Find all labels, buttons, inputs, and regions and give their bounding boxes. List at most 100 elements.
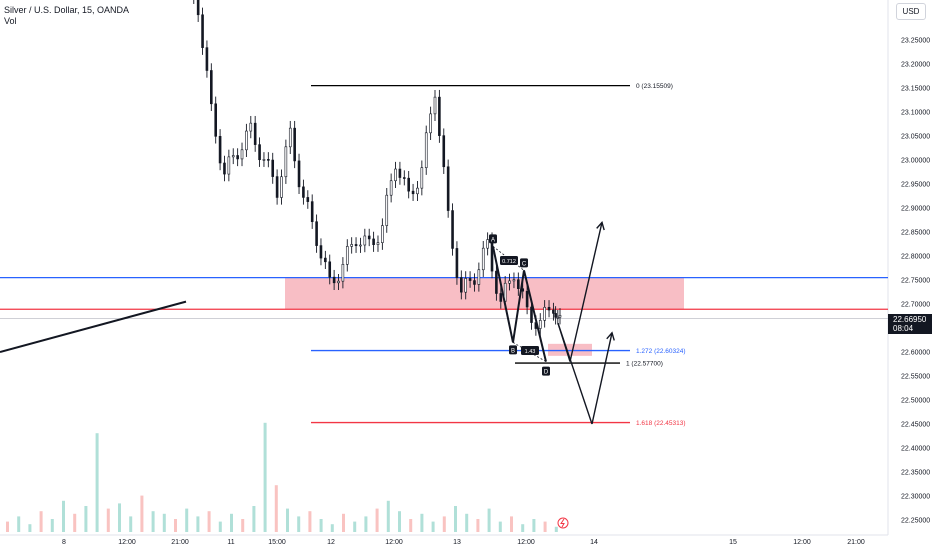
- volume-bar: [218, 521, 222, 532]
- candle-body: [253, 122, 257, 145]
- pattern-point-badge: [509, 345, 517, 355]
- candle-body: [554, 313, 557, 318]
- last-price-value: 22.66950: [893, 315, 927, 324]
- volume-bar: [230, 513, 233, 532]
- candle-body: [411, 190, 415, 195]
- y-tick-label: 22.75000: [901, 278, 930, 285]
- pattern-point-label: C: [522, 261, 527, 267]
- candle-body: [442, 135, 446, 168]
- volume-bar: [174, 519, 177, 532]
- candle-body: [315, 221, 318, 246]
- candle-body: [402, 177, 406, 179]
- volume-bar: [454, 506, 457, 532]
- candle-body: [530, 306, 533, 323]
- candle-body: [236, 155, 239, 160]
- candle-body: [227, 156, 231, 175]
- candle-body: [429, 113, 432, 134]
- candle-body: [552, 309, 555, 314]
- candle-body: [490, 239, 494, 272]
- candle-body: [538, 320, 542, 329]
- x-tick-label: 8: [62, 539, 66, 546]
- x-tick-label: 14: [590, 539, 598, 546]
- supply-demand-zone: [285, 277, 684, 310]
- candle-body: [223, 162, 226, 175]
- x-tick-label: 21:00: [847, 539, 865, 546]
- y-tick-label: 22.90000: [901, 206, 930, 213]
- x-tick-label: 11: [227, 539, 234, 546]
- candle-body: [398, 168, 402, 178]
- candle-body: [328, 261, 332, 278]
- volume-bar: [196, 516, 200, 532]
- candle-body: [512, 279, 516, 282]
- y-tick-label: 22.25000: [901, 518, 930, 525]
- bar-countdown: 08:04: [893, 324, 914, 333]
- candle-body: [416, 187, 419, 195]
- candle-body: [306, 197, 310, 202]
- candle-body: [302, 186, 305, 198]
- candle-body: [381, 225, 384, 243]
- y-tick-label: 22.40000: [901, 446, 930, 453]
- volume-bar: [73, 513, 77, 532]
- pattern-ratio-badge: [521, 346, 539, 355]
- volume-bar: [39, 511, 43, 532]
- volume-bar: [263, 422, 267, 532]
- pattern-point-badge: [520, 258, 528, 268]
- y-tick-label: 22.45000: [901, 422, 930, 429]
- volume-bar: [476, 519, 480, 532]
- volume-bar: [286, 508, 289, 532]
- fib-level-label: 1.272 (22.60324): [636, 348, 686, 355]
- pattern-retrace-ac: [492, 246, 525, 271]
- volume-bar: [308, 511, 312, 532]
- last-price-tag: 22.66950 08:04: [888, 314, 932, 334]
- small-zone: [548, 343, 592, 356]
- projection-arrowhead: [596, 220, 605, 231]
- volume-indicator-label: Vol: [4, 16, 17, 26]
- volume-bar: [409, 519, 413, 532]
- candle-body: [473, 280, 476, 285]
- volume-bar: [510, 516, 513, 532]
- candle-body: [363, 235, 367, 246]
- currency-button[interactable]: USD: [896, 3, 926, 20]
- pattern-point-badge: [489, 234, 497, 244]
- volume-bar: [431, 521, 435, 532]
- candle-body: [218, 136, 222, 164]
- candle-body: [460, 277, 463, 293]
- candle-body: [481, 247, 485, 271]
- pattern-ratio-badge: [500, 256, 518, 265]
- candle-body: [376, 242, 380, 245]
- candle-body: [525, 290, 529, 308]
- volume-bar: [162, 513, 166, 532]
- candle-body: [495, 270, 498, 294]
- candle-body: [451, 210, 454, 249]
- fib-level-label: 1 (22.57700): [626, 361, 663, 368]
- projection-arrowhead: [606, 331, 615, 341]
- x-tick-label: 12:00: [385, 539, 403, 546]
- volume-bar: [62, 500, 65, 532]
- volume-bar: [50, 519, 54, 532]
- volume-bar: [487, 508, 491, 532]
- x-tick-label: 13: [453, 539, 461, 546]
- candle-body: [499, 293, 503, 302]
- y-tick-label: 22.55000: [901, 374, 930, 381]
- pattern-point-label: D: [544, 370, 549, 376]
- candle-body: [464, 278, 468, 293]
- lightning-icon: [557, 517, 569, 529]
- volume-bar: [129, 516, 133, 532]
- y-tick-label: 23.05000: [901, 134, 930, 141]
- candle-body: [420, 167, 424, 189]
- candle-body: [407, 177, 410, 192]
- candle-body: [196, 0, 200, 16]
- volume-bar: [554, 526, 558, 532]
- volume-bar: [420, 513, 424, 532]
- volume-bar: [297, 516, 301, 532]
- projection-path: [557, 322, 593, 425]
- volume-bar: [398, 511, 401, 532]
- volume-bar: [207, 511, 211, 532]
- fib-level-label: 0 (23.15509): [636, 83, 673, 90]
- volume-bar: [241, 519, 245, 532]
- x-tick-label: 15:00: [268, 539, 286, 546]
- candle-body: [249, 122, 253, 132]
- candle-body: [543, 306, 546, 321]
- candle-body: [341, 264, 345, 282]
